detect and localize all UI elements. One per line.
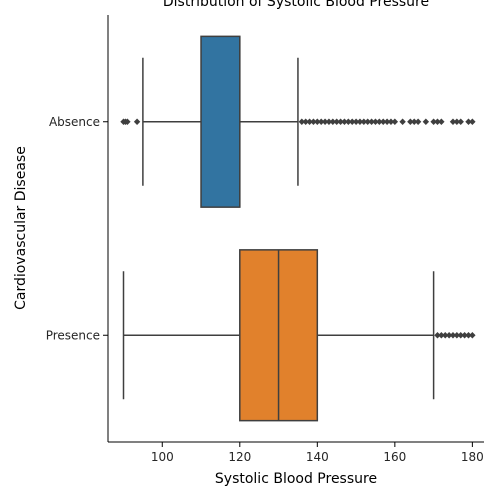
outlier-point: [383, 118, 391, 125]
outlier-point: [442, 332, 449, 339]
outlier-point: [465, 118, 472, 125]
outlier-point: [434, 332, 441, 339]
outlier-point: [469, 332, 476, 339]
y-axis-label: Cardiovascular Disease: [13, 146, 29, 310]
outlier-point: [329, 118, 337, 125]
outlier-point: [298, 118, 306, 125]
outlier-point: [469, 118, 476, 125]
outlier-point: [457, 332, 464, 339]
outlier-point: [453, 332, 461, 339]
outlier-point: [360, 118, 368, 125]
outlier-point: [453, 118, 461, 125]
outlier-point: [302, 118, 309, 125]
outlier-point: [387, 118, 395, 125]
outlier-point: [356, 118, 364, 125]
outlier-point: [352, 118, 360, 125]
x-tick-label: 160: [383, 450, 406, 464]
outlier-point: [306, 118, 313, 125]
outlier-point: [391, 118, 399, 125]
outlier-point: [124, 118, 131, 125]
outlier-point: [310, 118, 317, 125]
x-axis-ticks: 100 120 140 160 180: [151, 442, 484, 464]
outlier-point: [430, 118, 437, 125]
outlier-point: [349, 118, 356, 125]
outlier-point: [414, 118, 422, 125]
outlier-point: [407, 118, 414, 125]
outlier-point: [380, 118, 387, 125]
outlier-point: [449, 118, 457, 125]
outlier-point: [449, 332, 457, 339]
outlier-point: [317, 118, 325, 125]
x-tick-label: 180: [461, 450, 484, 464]
plot-area: [120, 35, 476, 422]
outlier-point: [321, 118, 329, 125]
outlier-point: [314, 118, 321, 125]
outlier-point: [325, 118, 333, 125]
outlier-point: [461, 332, 468, 339]
y-tick-label-absence: Absence: [49, 115, 100, 129]
outlier-point: [333, 118, 340, 125]
outlier-point: [411, 118, 418, 125]
outlier-point: [364, 118, 371, 125]
outlier-point: [376, 118, 383, 125]
chart-title: Distribution of Systolic Blood Pressure: [163, 0, 429, 10]
x-axis-label: Systolic Blood Pressure: [215, 471, 377, 487]
x-tick-label: 120: [228, 450, 251, 464]
outlier-point: [438, 332, 445, 339]
outlier-point: [445, 332, 453, 339]
box-group-presence: [122, 249, 476, 422]
outlier-point: [422, 118, 430, 125]
outlier-point: [457, 118, 464, 125]
outlier-point: [399, 118, 406, 125]
y-tick-label-presence: Presence: [46, 328, 100, 342]
x-tick-label: 140: [306, 450, 329, 464]
outlier-point: [434, 118, 441, 125]
outlier-point: [372, 118, 379, 125]
iqr-box: [200, 35, 241, 208]
outlier-point: [465, 332, 472, 339]
y-axis-ticks: Absence Presence: [46, 115, 108, 342]
outlier-point: [133, 118, 141, 125]
outlier-point: [438, 118, 445, 125]
outlier-point: [341, 118, 348, 125]
outlier-point: [345, 118, 352, 125]
outlier-point: [337, 118, 344, 125]
x-tick-label: 100: [151, 450, 174, 464]
outlier-point: [368, 118, 375, 125]
box-group-absence: [120, 35, 476, 208]
